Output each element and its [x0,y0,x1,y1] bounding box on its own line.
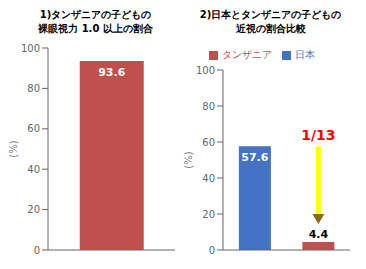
html-text:1)タンザニアの子どもの 裸眼視力 1.0 以上の割合: 1)タンザニアの子どもの 裸眼視力 1.0 以上の割合 [38,9,153,34]
svg-text:1/13: 1/13 [301,127,335,143]
svg-text:100: 100 [196,65,215,76]
svg-text:20: 20 [202,209,215,220]
svg-text:57.6: 57.6 [241,151,268,164]
svg-text:4.4: 4.4 [309,228,329,241]
svg-text:93.6: 93.6 [98,66,125,79]
svg-text:40: 40 [27,164,40,175]
svg-text:(%): (%) [8,140,19,157]
svg-text:100: 100 [21,43,40,54]
svg-text:60: 60 [202,137,215,148]
svg-text:(%): (%) [183,151,194,168]
svg-text:0: 0 [209,245,215,256]
svg-text:80: 80 [27,83,40,94]
svg-text:20: 20 [27,204,40,215]
html-text:タンザニア: タンザニア [221,49,272,60]
html-text:2)日本とタンザニアの子どもの 近視の割合比較: 2)日本とタンザニアの子どもの 近視の割合比較 [199,9,342,34]
html-text:日本: 日本 [294,49,315,60]
svg-text:0: 0 [34,245,40,256]
svg-text:80: 80 [202,101,215,112]
svg-text:40: 40 [202,173,215,184]
svg-text:60: 60 [27,123,40,134]
